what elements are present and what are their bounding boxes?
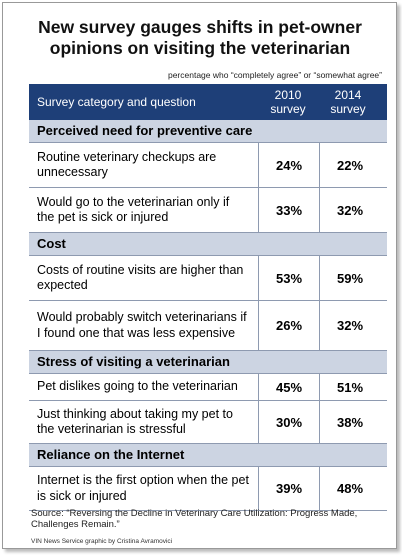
section-header: Reliance on the Internet	[29, 444, 387, 467]
value-cell: 59%	[319, 256, 380, 300]
value-cell: 30%	[258, 401, 319, 443]
value-cell: 38%	[319, 401, 380, 443]
section-header: Perceived need for preventive care	[29, 120, 387, 143]
column-header: 2014 survey	[330, 88, 366, 116]
table-row: Pet dislikes going to the veterinarian 45…	[29, 374, 387, 401]
question-cell: Routine veterinary checkups are unnecess…	[29, 143, 258, 187]
value-cell: 22%	[319, 143, 380, 187]
value-cell: 24%	[258, 143, 319, 187]
table-row: Costs of routine visits are higher than …	[29, 256, 387, 301]
value-cell: 51%	[319, 374, 380, 400]
table-row: Internet is the first option when the pe…	[29, 467, 387, 511]
value-cell: 26%	[258, 301, 319, 350]
value-cell: 33%	[258, 188, 319, 232]
table-row: Would probably switch veterinarians if I…	[29, 301, 387, 351]
value-cell: 48%	[319, 467, 380, 510]
column-header: 2010 survey	[270, 88, 306, 116]
section-header: Cost	[29, 233, 387, 256]
credit: VIN News Service graphic by Cristina Avr…	[31, 538, 173, 545]
value-cell: 39%	[258, 467, 319, 510]
value-cell: 32%	[319, 188, 380, 232]
question-cell: Would probably switch veterinarians if I…	[29, 301, 258, 350]
column-header: Survey category and question	[37, 95, 196, 109]
question-cell: Pet dislikes going to the veterinarian	[29, 374, 258, 400]
value-cell: 45%	[258, 374, 319, 400]
table-row: Routine veterinary checkups are unnecess…	[29, 143, 387, 188]
question-cell: Would go to the veterinarian only if the…	[29, 188, 258, 232]
section-header: Stress of visiting a veterinarian	[29, 351, 387, 374]
table-row: Would go to the veterinarian only if the…	[29, 188, 387, 233]
source: Source: “Reversing the Decline in Veteri…	[31, 508, 358, 530]
frame: New survey gauges shifts in pet-owner op…	[2, 2, 397, 549]
question-cell: Internet is the first option when the pe…	[29, 467, 258, 510]
table: Survey category and question 2010 survey 2…	[29, 84, 387, 511]
question-cell: Costs of routine visits are higher than …	[29, 256, 258, 300]
title: New survey gauges shifts in pet-owner op…	[38, 17, 362, 58]
question-cell: Just thinking about taking my pet to the…	[29, 401, 258, 443]
subtitle: percentage who “completely agree” or “so…	[167, 70, 382, 80]
value-cell: 32%	[319, 301, 380, 350]
table-header: Survey category and question 2010 survey 2…	[29, 84, 387, 120]
value-cell: 53%	[258, 256, 319, 300]
table-row: Just thinking about taking my pet to the…	[29, 401, 387, 444]
